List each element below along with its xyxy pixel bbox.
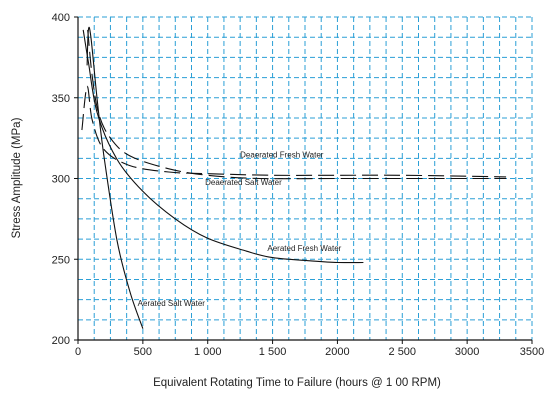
series-group bbox=[81, 26, 507, 329]
y-tick-label: 400 bbox=[52, 12, 70, 24]
y-tick-label: 350 bbox=[52, 93, 70, 105]
y-axis-title: Stress Amplitude (MPa) bbox=[11, 117, 23, 238]
series-line-deaerated-salt-water bbox=[87, 29, 507, 180]
x-tick-label: 1 500 bbox=[259, 346, 287, 358]
x-tick-label: 0 bbox=[75, 346, 81, 358]
x-tick-label: 500 bbox=[134, 346, 152, 358]
series-annotation: Aerated Salt Water bbox=[138, 299, 206, 308]
series-line-aerated-fresh-water bbox=[82, 29, 364, 264]
y-tick-label: 250 bbox=[52, 254, 70, 266]
x-axis-title: Equivalent Rotating Time to Failure (hou… bbox=[153, 377, 441, 389]
x-tick-label: 2 500 bbox=[389, 346, 417, 358]
series-annotation: Aerated Fresh Water bbox=[267, 244, 341, 253]
x-tick-label: 3000 bbox=[455, 346, 479, 358]
tick-labels: 0 500 1 000 1 500 2000 2 500 3000 3500 200 250 300… bbox=[52, 12, 545, 358]
series-annotation: Deaerated Salt Water bbox=[205, 178, 282, 187]
x-tick-label: 1 000 bbox=[194, 346, 222, 358]
y-tick-label: 300 bbox=[52, 174, 70, 186]
x-tick-label: 2000 bbox=[325, 346, 349, 358]
x-tick-label: 3500 bbox=[520, 346, 544, 358]
series-annotation: Deaerated Fresh Water bbox=[240, 151, 324, 160]
series-line-deaerated-fresh-water bbox=[81, 85, 507, 178]
series-line-aerated-salt-water bbox=[86, 26, 144, 329]
y-tick-label: 200 bbox=[52, 335, 70, 347]
annotations: Deaerated Fresh Water Deaerated Salt Wate… bbox=[138, 151, 342, 309]
